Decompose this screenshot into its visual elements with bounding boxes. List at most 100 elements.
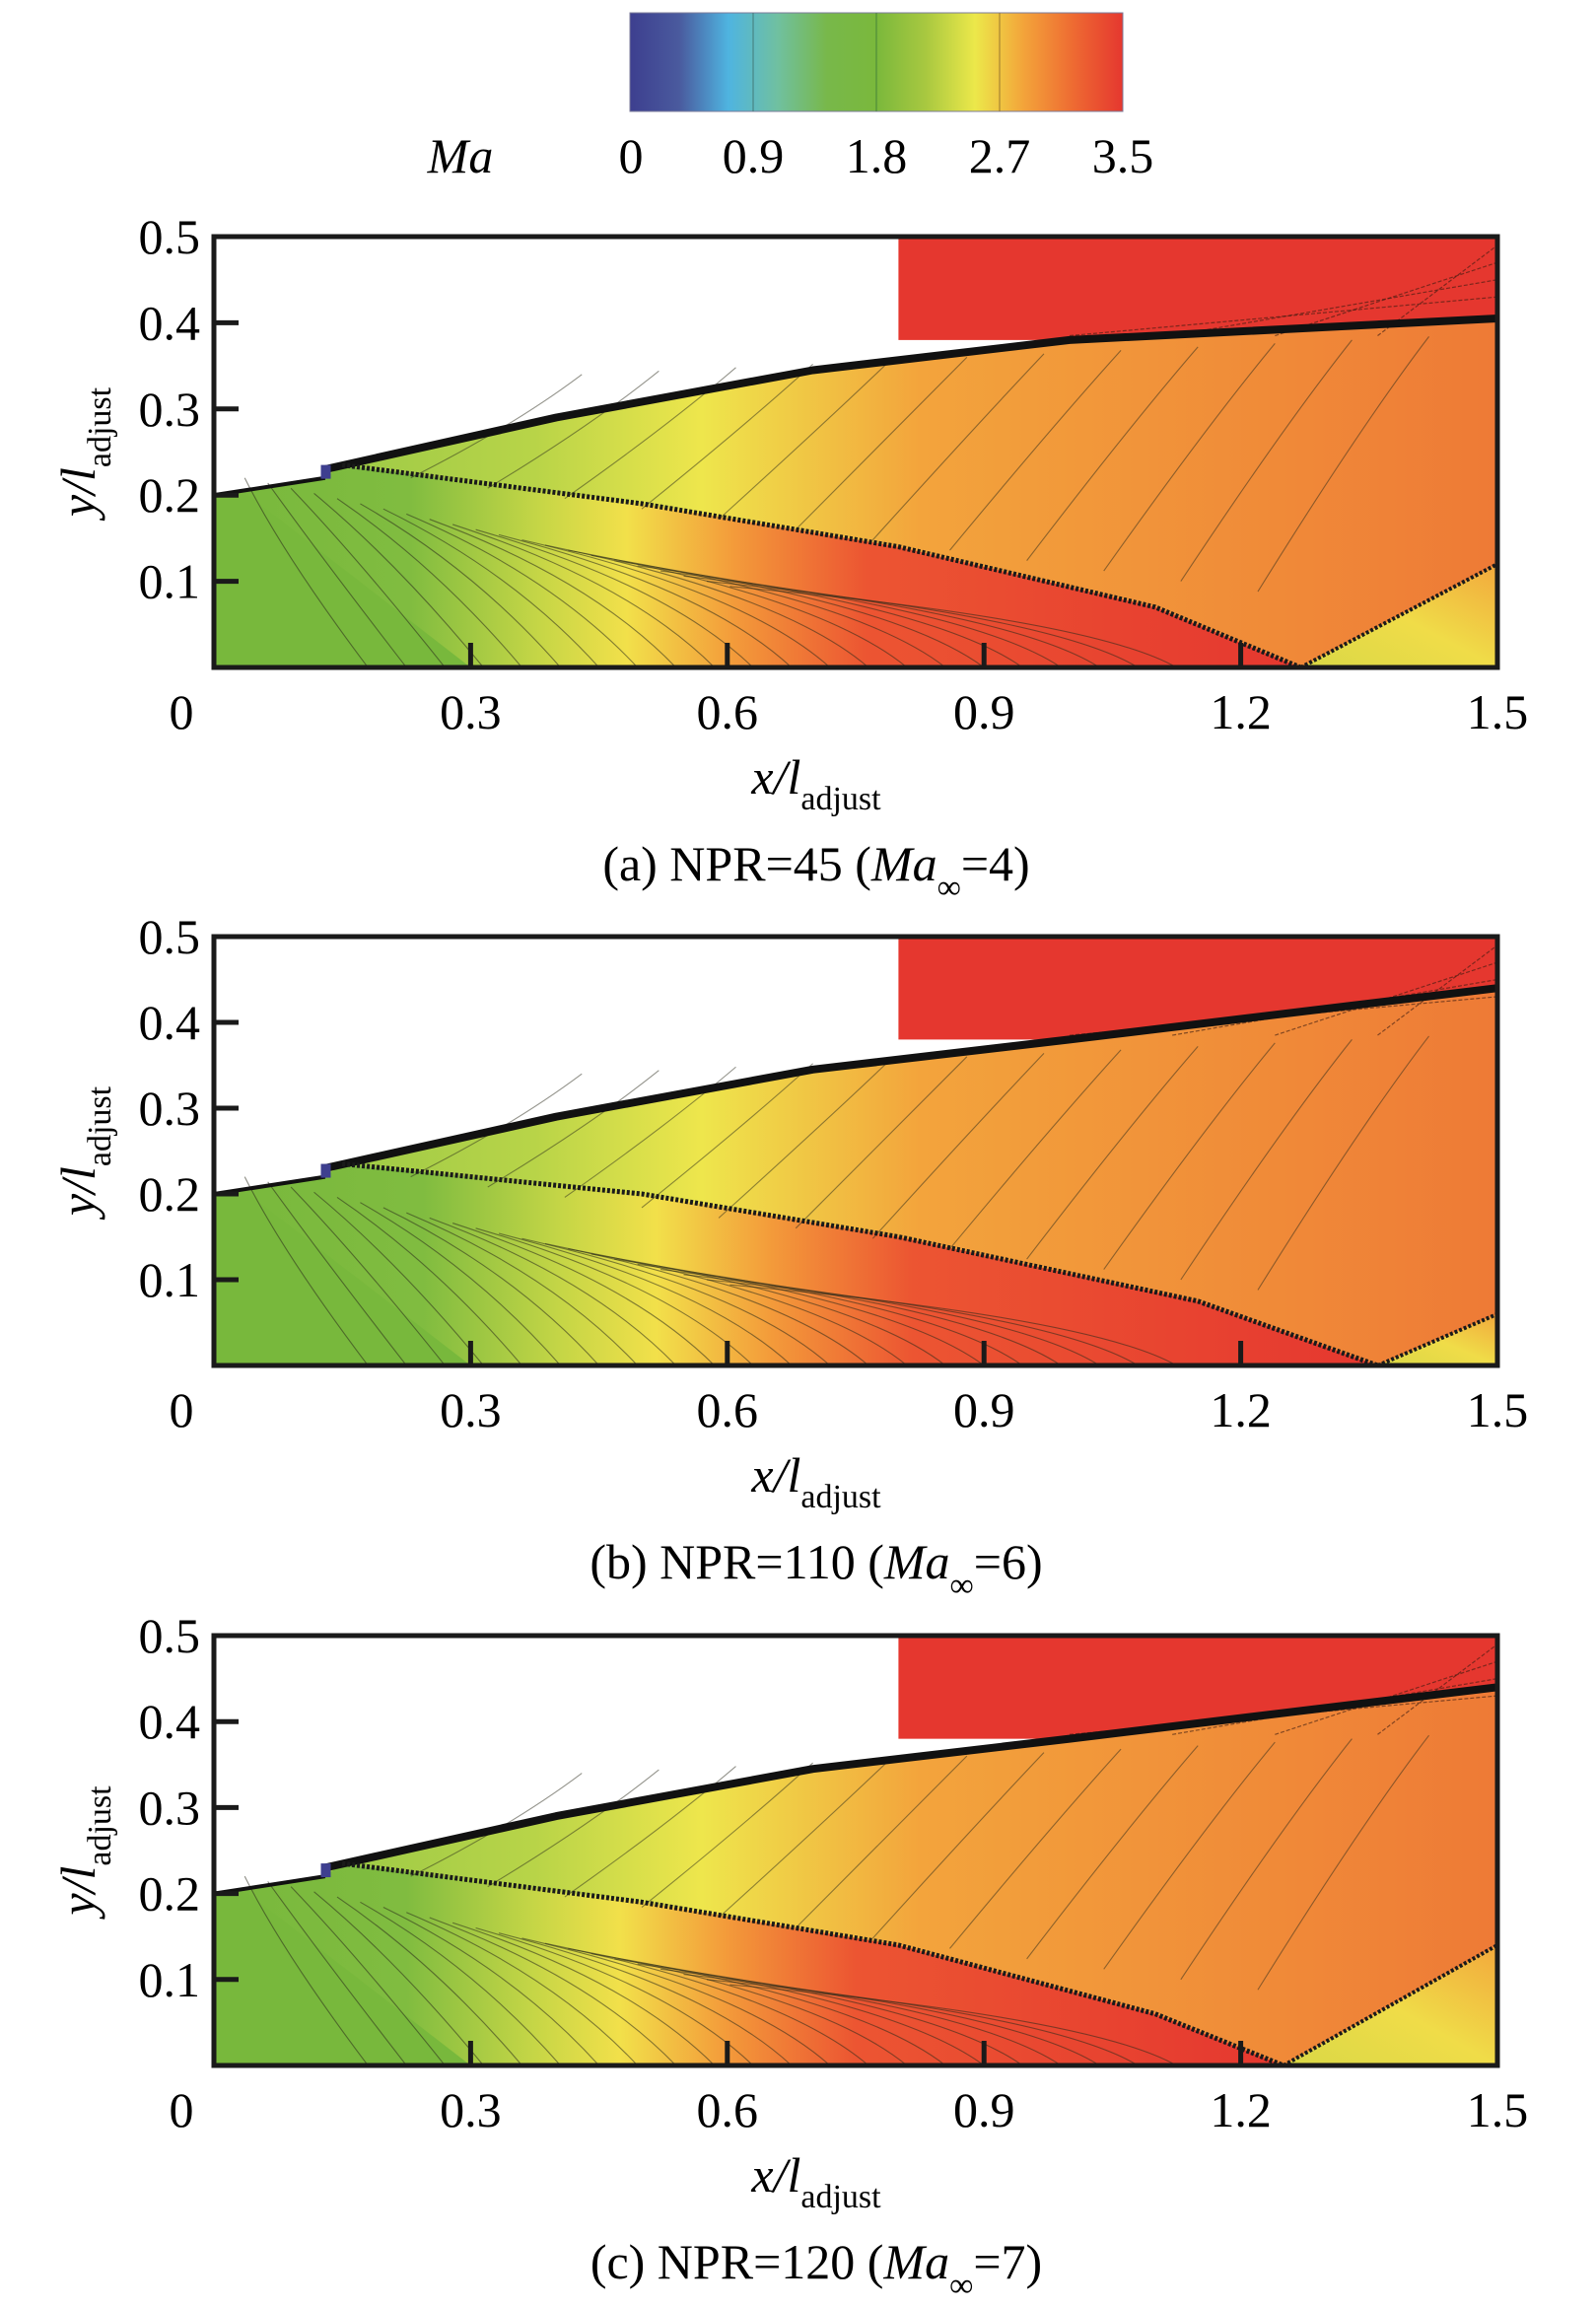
iso-mach-line xyxy=(487,1769,659,1888)
iso-mach-line xyxy=(313,1891,484,2065)
iso-mach-line xyxy=(429,1917,677,2065)
plot-frame xyxy=(211,234,1500,670)
contour-panel-a: 0.1 0.2 0.3 0.4 0.5 0 0.3 0.6 0.9 1.2 1.5 x/ladjust… xyxy=(50,209,1528,906)
nozzle-lip xyxy=(320,464,331,479)
iso-mach-line xyxy=(406,1912,639,2065)
y-tick-label: 0.2 xyxy=(139,1166,201,1222)
iso-mach-line xyxy=(718,360,891,521)
iso-mach-line xyxy=(243,1176,369,1365)
x-tick-label: 1.5 xyxy=(1467,2082,1529,2137)
iso-mach-line xyxy=(1180,1039,1353,1281)
iso-mach-line xyxy=(521,1937,831,2065)
iso-mach-line xyxy=(290,1886,446,2065)
iso-mach-line xyxy=(1180,1738,1353,1981)
iso-mach-line xyxy=(795,1755,968,1928)
y-tick-label: 0.4 xyxy=(139,295,201,350)
iso-mach-line xyxy=(660,1968,1062,2065)
iso-mach-line xyxy=(683,1974,1100,2065)
iso-mach-line xyxy=(382,1207,600,1365)
panel-caption: (b) NPR=110 (Ma∞=6) xyxy=(590,1534,1042,1604)
y-tick-label: 0.1 xyxy=(139,1952,201,2007)
x-axis-label: x/ladjust xyxy=(750,1447,881,1515)
internal-shock xyxy=(341,1860,1284,2065)
reflected-shock xyxy=(1376,1311,1497,1365)
x-tick-label: 0.3 xyxy=(440,2082,502,2137)
colorbar-tick-label: 0 xyxy=(619,128,644,183)
iso-mach-line xyxy=(382,1907,600,2065)
x-tick-label: 0.9 xyxy=(953,2082,1015,2137)
mach-field xyxy=(214,937,1497,1365)
iso-mach-line xyxy=(1103,1042,1276,1270)
iso-mach-line xyxy=(637,1963,1023,2065)
x-tick-label: 0 xyxy=(170,2082,194,2137)
iso-mach-line xyxy=(452,1223,716,1365)
colorbar: Ma 0 0.9 1.8 2.7 3.5 xyxy=(427,12,1153,183)
x-tick-label: 0.6 xyxy=(697,2082,759,2137)
nozzle-wall xyxy=(214,1874,326,1896)
iso-mach-line xyxy=(544,1942,869,2065)
nozzle-lip xyxy=(320,1163,331,1178)
iso-mach-line xyxy=(718,1059,891,1219)
iso-mach-line xyxy=(406,1212,639,1365)
iso-mach-line xyxy=(795,1056,968,1229)
y-tick-label: 0.1 xyxy=(139,1252,201,1307)
x-tick-label: 1.5 xyxy=(1467,1382,1529,1437)
y-tick-label: 0.3 xyxy=(139,382,201,437)
iso-mach-line xyxy=(290,487,446,667)
iso-mach-line xyxy=(871,353,1045,541)
iso-mach-line xyxy=(564,367,736,500)
mach-field xyxy=(214,237,1497,667)
y-tick-label: 0.2 xyxy=(139,467,201,523)
y-tick-label: 0.3 xyxy=(139,1081,201,1136)
nozzle-wall xyxy=(214,475,326,498)
iso-mach-line xyxy=(360,503,561,667)
iso-mach-line xyxy=(949,349,1122,551)
y-tick-label: 0.5 xyxy=(139,1608,201,1663)
iso-mach-line xyxy=(641,363,813,510)
iso-mach-line xyxy=(1257,336,1429,593)
jet-boundary-shear-layer xyxy=(323,1683,1497,1872)
x-tick-label: 1.2 xyxy=(1210,684,1272,739)
plot-frame xyxy=(211,934,1500,1368)
iso-mach-line xyxy=(336,1197,522,1365)
x-tick-label: 0 xyxy=(170,1382,194,1437)
contour-panel-c: 0.1 0.2 0.3 0.4 0.5 0 0.3 0.6 0.9 1.2 1.5 x/ladjust… xyxy=(50,1608,1528,2304)
y-tick-label: 0.4 xyxy=(139,995,201,1050)
iso-mach-line xyxy=(267,1181,407,1365)
iso-mach-line xyxy=(683,575,1100,667)
iso-mach-line xyxy=(360,1901,561,2065)
reflected-shock xyxy=(1283,1943,1497,2065)
iso-mach-line xyxy=(1172,1678,1497,1735)
iso-mach-line xyxy=(637,565,1023,667)
iso-mach-line xyxy=(487,1070,659,1188)
iso-mach-line xyxy=(1275,1660,1497,1735)
iso-mach-line xyxy=(1026,1045,1199,1260)
expansion-core-region xyxy=(214,464,1301,667)
y-axis-label: y/ladjust xyxy=(50,386,118,522)
iso-mach-line xyxy=(1275,261,1497,337)
iso-mach-line xyxy=(406,513,639,667)
iso-mach-line xyxy=(871,1752,1045,1939)
iso-mach-line xyxy=(706,1279,1139,1365)
iso-mach-line xyxy=(452,524,716,667)
iso-mach-line xyxy=(336,1896,522,2065)
x-tick-label: 1.2 xyxy=(1210,1382,1272,1437)
iso-mach-line xyxy=(429,519,677,667)
x-tick-label: 1.2 xyxy=(1210,2082,1272,2137)
iso-mach-line xyxy=(336,498,522,667)
iso-mach-line xyxy=(243,1875,369,2065)
iso-mach-line xyxy=(641,1762,813,1908)
iso-mach-line xyxy=(1026,346,1199,561)
colorbar-tick-label: 0.9 xyxy=(723,128,785,183)
iso-mach-line xyxy=(729,1984,1177,2065)
iso-mach-line xyxy=(564,1766,736,1898)
y-tick-label: 0.5 xyxy=(139,209,201,264)
nozzle-lip xyxy=(320,1863,331,1878)
iso-mach-line xyxy=(521,539,831,667)
x-tick-label: 0.3 xyxy=(440,684,502,739)
panel-caption: (a) NPR=45 (Ma∞=4) xyxy=(602,836,1029,906)
iso-mach-line xyxy=(1377,944,1497,1036)
iso-mach-line xyxy=(267,1881,407,2065)
plot-frame xyxy=(211,1633,1500,2068)
iso-mach-line xyxy=(641,1063,813,1209)
